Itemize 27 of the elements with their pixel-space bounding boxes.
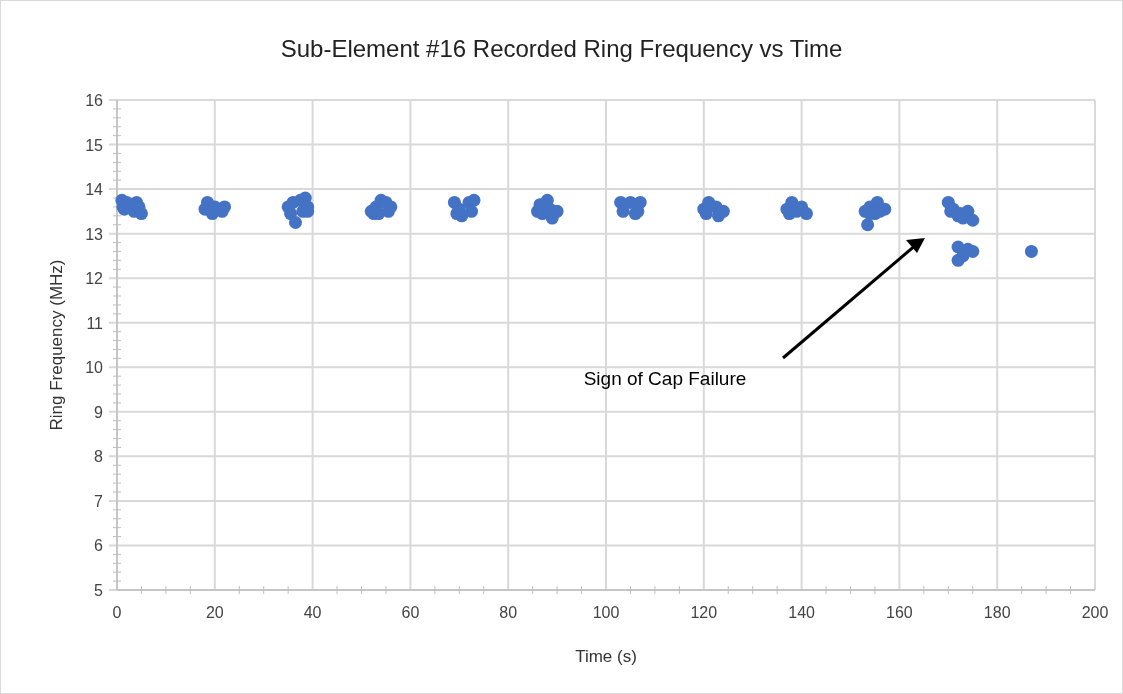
x-tick-label: 180	[983, 604, 1011, 621]
y-axis-title: Ring Frequency (MHz)	[47, 259, 66, 431]
x-tick-label: 60	[401, 604, 420, 621]
x-tick-label: 0	[112, 604, 122, 621]
y-tick-label: 16	[85, 92, 104, 109]
y-tick-label: 8	[94, 448, 104, 466]
y-tick-label: 6	[94, 537, 104, 555]
annotation: Sign of Cap Failure	[583, 368, 747, 389]
y-tick-label: 5	[94, 582, 104, 599]
x-tick-label: 100	[592, 604, 620, 621]
x-tick-label: 120	[690, 604, 718, 621]
chart-title: Sub-Element #16 Recorded Ring Frequency vs Time	[280, 35, 843, 62]
y-tick-label: 14	[85, 181, 104, 199]
x-tick-label: 80	[499, 604, 518, 621]
x-tick-label: 140	[788, 604, 816, 621]
x-tick-label: 160	[886, 604, 913, 621]
y-tick-label: 10	[85, 359, 104, 377]
y-tick-label: 11	[86, 314, 104, 332]
x-tick-label: 20	[205, 604, 224, 621]
y-tick-label: 9	[94, 403, 104, 421]
y-tick-label: 15	[85, 136, 104, 154]
x-tick-label: 200	[1081, 604, 1109, 621]
y-tick-label: 13	[85, 225, 104, 243]
x-tick-label: 40	[303, 604, 322, 621]
x-axis-title: Time (s)	[575, 647, 637, 666]
y-tick-label: 12	[85, 270, 104, 288]
y-tick-label: 7	[94, 492, 104, 510]
